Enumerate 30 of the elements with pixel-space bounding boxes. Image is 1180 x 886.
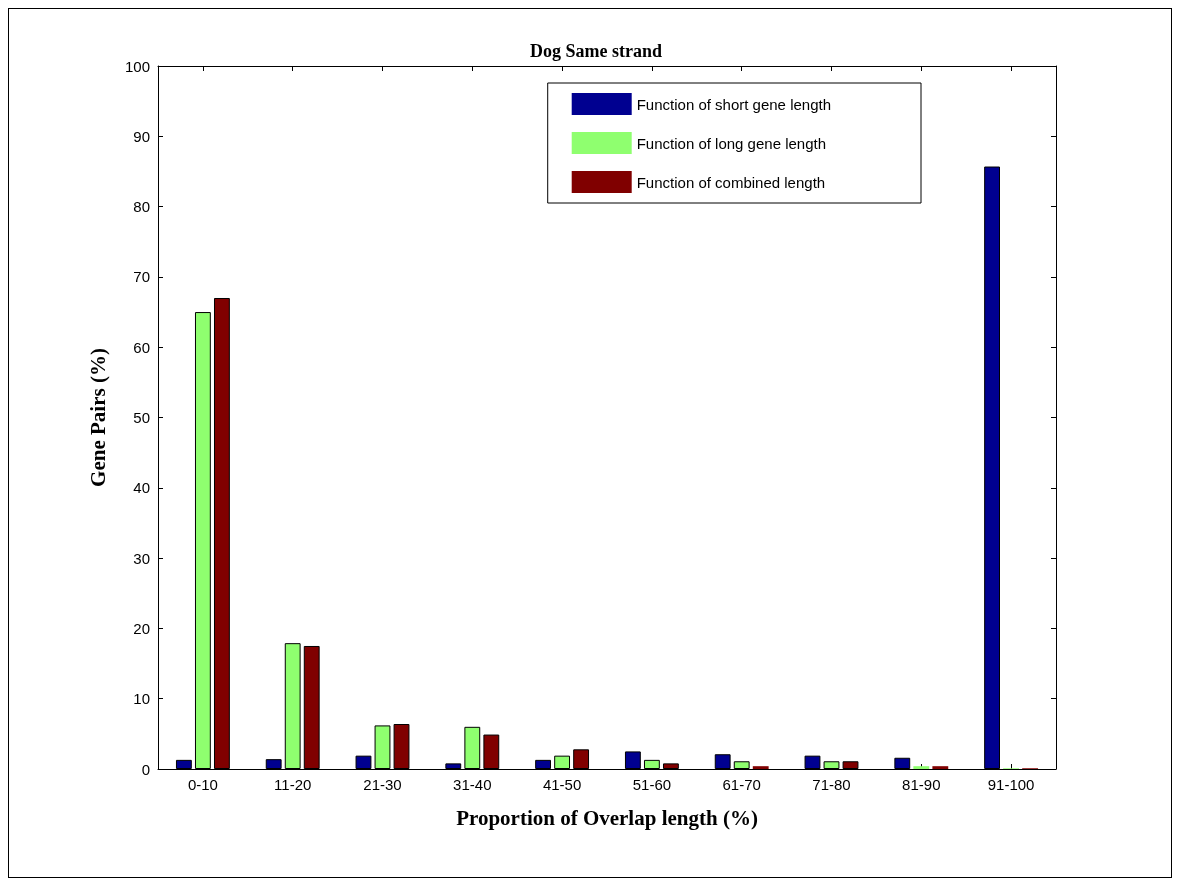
x-tick-label: 41-50 bbox=[542, 776, 582, 793]
y-tick-label: 90 bbox=[133, 127, 150, 145]
x-tick-label: 51-60 bbox=[632, 776, 672, 793]
y-tick-label: 60 bbox=[133, 338, 150, 356]
y-tick-label: 50 bbox=[133, 409, 150, 426]
y-tick-label: 30 bbox=[133, 549, 150, 567]
x-tick-label: 0-10 bbox=[187, 776, 218, 793]
y-tick-label: 40 bbox=[133, 479, 150, 497]
y-tick-label: 80 bbox=[133, 198, 150, 216]
bar bbox=[752, 766, 769, 769]
x-tick-label: 81-90 bbox=[902, 776, 941, 793]
y-tick-label: 10 bbox=[133, 690, 150, 708]
x-tick-label: 21-30 bbox=[363, 776, 402, 793]
y-tick-label: 70 bbox=[133, 268, 150, 286]
x-tick-label: 11-20 bbox=[274, 776, 312, 793]
y-tick-label: 20 bbox=[133, 619, 150, 637]
bar bbox=[932, 766, 949, 769]
chart-title: Dog Same strand bbox=[529, 41, 663, 61]
legend-label: Function of combined length bbox=[636, 173, 826, 191]
x-tick-label: 71-80 bbox=[812, 776, 851, 793]
y-tick-label: 0 bbox=[141, 760, 150, 778]
x-axis-title: Proportion of Overlap length (%) bbox=[456, 805, 758, 830]
legend-label: Function of long gene length bbox=[636, 134, 827, 152]
bar bbox=[913, 766, 930, 769]
x-tick-label: 91-100 bbox=[987, 776, 1035, 793]
x-tick-label: 61-70 bbox=[722, 776, 761, 793]
x-tick-label: 31-40 bbox=[453, 776, 492, 793]
legend-label: Function of short gene length bbox=[636, 95, 831, 113]
y-tick-label: 100 bbox=[124, 57, 150, 75]
y-axis-title: Gene Pairs (%) bbox=[85, 348, 110, 487]
